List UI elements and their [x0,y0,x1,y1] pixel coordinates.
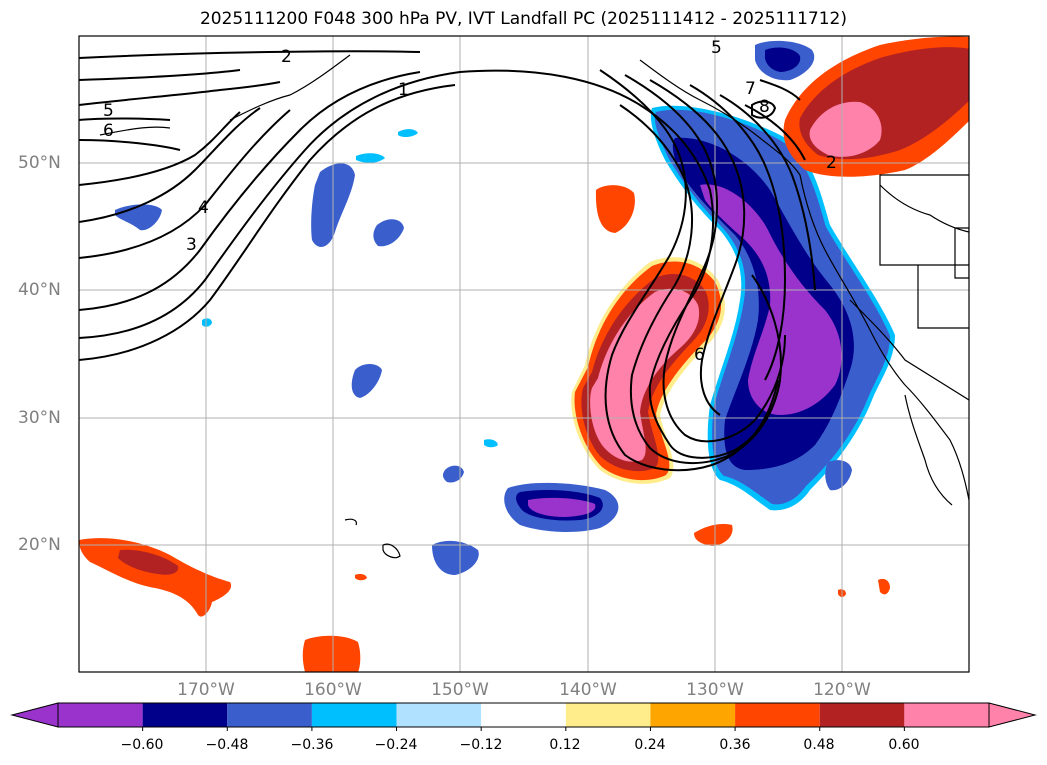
gridlines [79,36,969,672]
colorbar-segment [396,703,482,727]
map-frame [78,35,970,673]
colorbar-segment [565,703,651,727]
contour-label: 2 [281,47,292,67]
colorbar-tick-label: −0.24 [374,737,418,753]
colorbar-tick-label: 0.48 [803,737,835,753]
colorbar [10,702,1037,731]
colorbar-segment [735,703,820,727]
colorbar-tick-label: 0.36 [719,737,751,753]
coastlines [99,54,969,559]
contour-label: 2 [826,153,837,173]
colorbar-frame [57,702,990,728]
colorbar-segment [311,703,397,727]
contour-label: 4 [198,198,209,218]
contour-label: 6 [694,345,705,365]
colorbar-tick-label: −0.48 [205,737,249,753]
colorbar-tick-label: −0.36 [290,737,334,753]
colorbar-extend-max [988,702,1037,728]
contour-label: 6 [103,121,114,141]
lon-label: 130°W [686,680,744,700]
figure-title: 2025111200 F048 300 hPa PV, IVT Landfall… [199,9,847,29]
colorbar-tick-label: 0.12 [549,737,581,753]
colorbar-extend-min [10,702,59,728]
lat-label: 30°N [18,408,61,428]
contour-labels: 1 2 3 4 5 6 7 8 5 6 2 [103,38,837,365]
contour-label: 5 [711,38,722,58]
lat-label: 40°N [18,280,61,300]
colorbar-segment [227,703,312,727]
lon-label: 140°W [559,680,617,700]
contour-label: 7 [745,79,756,99]
lon-label: 160°W [304,680,362,700]
colorbar-segment [481,703,566,727]
colorbar-tick-label: −0.12 [459,737,503,753]
colorbar-segment [650,703,736,727]
lat-label: 20°N [18,535,61,555]
contour-label: 8 [759,97,770,117]
colorbar-segment [904,703,989,727]
colorbar-segment [819,703,905,727]
colorbar-tick-label: 0.60 [888,737,920,753]
colorbar-segment [58,703,143,727]
lat-label: 50°N [18,153,61,173]
contour-label: 5 [103,101,114,121]
contour-label: 3 [186,235,197,255]
lon-label: 120°W [813,680,871,700]
colorbar-tick-label: −0.60 [120,737,164,753]
lon-label: 170°W [177,680,235,700]
pv-contours [79,50,816,472]
lon-label: 150°W [431,680,489,700]
contour-label: 1 [398,80,409,100]
colorbar-segment [142,703,228,727]
colorbar-tick-label: 0.24 [634,737,666,753]
